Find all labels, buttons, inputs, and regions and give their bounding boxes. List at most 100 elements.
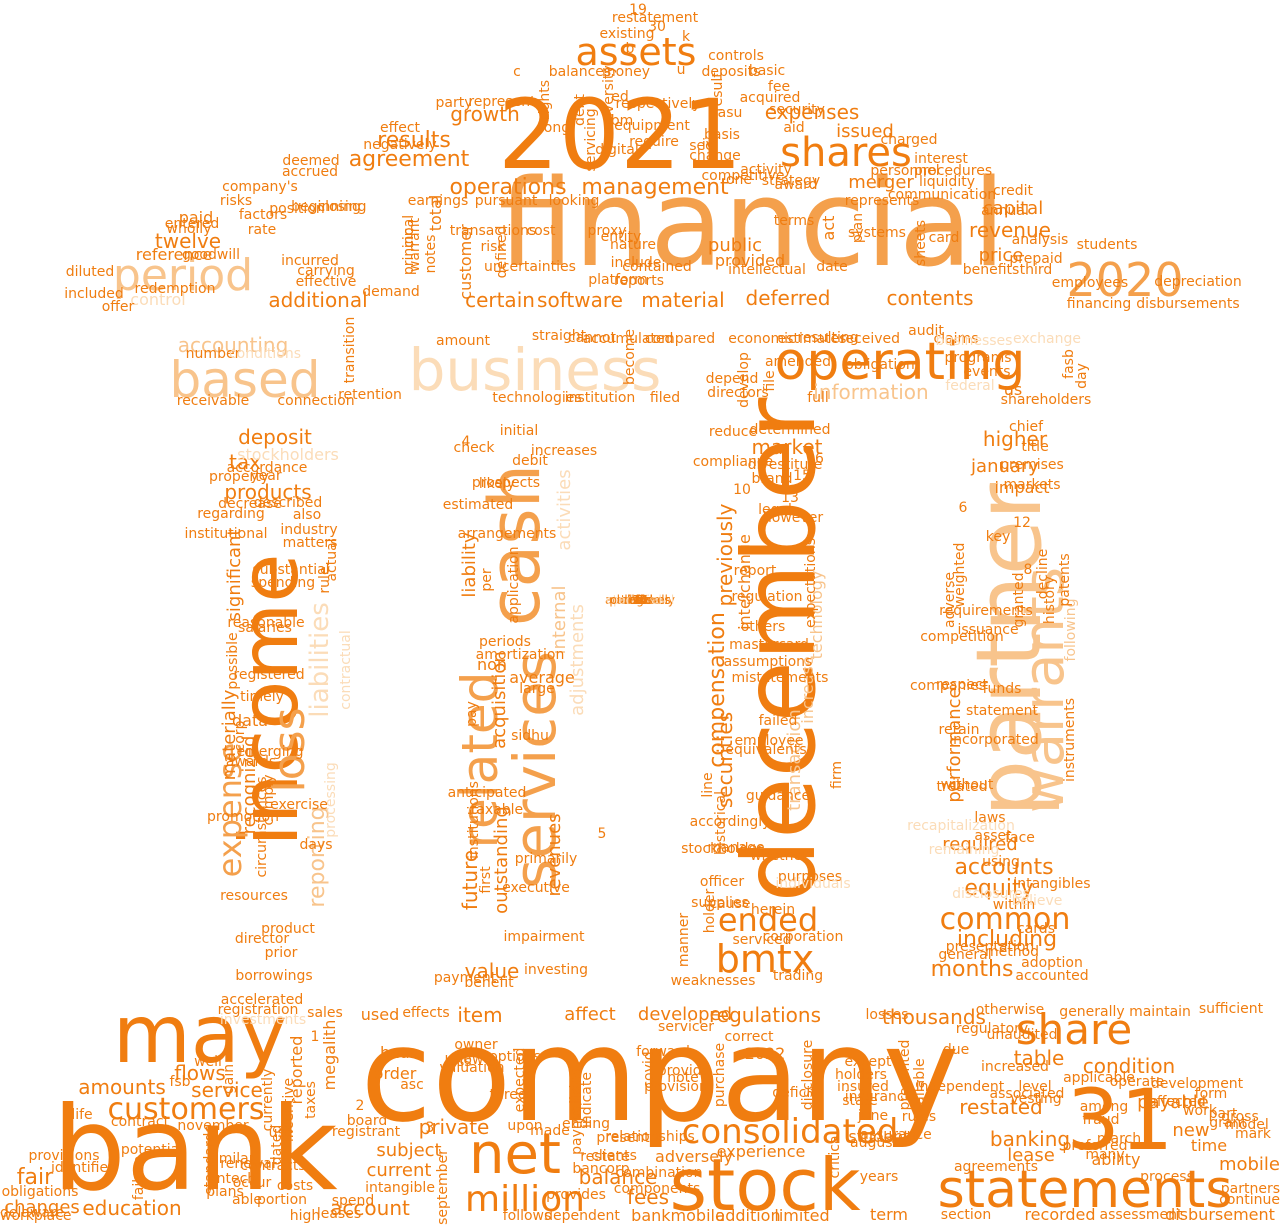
cloud-word: insured <box>837 1079 889 1095</box>
cloud-word: 28 <box>632 593 648 607</box>
cloud-word: common <box>939 902 1071 937</box>
cloud-word: affected <box>1148 1094 1206 1110</box>
cloud-word: receivable <box>176 393 250 409</box>
cloud-word: agreements <box>953 1159 1039 1175</box>
cloud-word: initial <box>499 423 539 439</box>
cloud-word: adverse <box>942 571 958 629</box>
cloud-word: critical <box>827 1131 843 1179</box>
cloud-word: new <box>1172 1120 1210 1141</box>
cloud-word: amortization <box>475 647 565 663</box>
cloud-word: firm <box>829 761 845 789</box>
cloud-word: compliance <box>692 454 774 470</box>
cloud-word: lease <box>1007 1145 1055 1166</box>
cloud-word: currently <box>260 1068 276 1132</box>
cloud-word: deficit <box>772 1085 816 1101</box>
cloud-word: unable <box>619 593 661 607</box>
cloud-word: balance <box>578 1165 658 1189</box>
cloud-word: events <box>963 364 1011 380</box>
cloud-word: net <box>469 1122 561 1187</box>
cloud-word: follows <box>502 1208 552 1224</box>
cloud-word: mobile <box>1218 1154 1280 1175</box>
cloud-word: taxes <box>303 1081 319 1119</box>
cloud-word: gross <box>1221 1109 1259 1125</box>
cloud-word: trends <box>620 593 660 607</box>
cloud-word: likely <box>478 476 516 492</box>
cloud-word: education <box>82 1196 182 1220</box>
cloud-word: forward <box>636 1044 690 1060</box>
cloud-word: line <box>700 772 716 798</box>
cloud-word: looking <box>548 193 600 209</box>
cloud-word: chief <box>1008 419 1044 435</box>
cloud-word: life <box>71 1107 93 1123</box>
cloud-word: bank <box>52 1082 338 1217</box>
cloud-word: delaware <box>0 1205 65 1221</box>
cloud-word: develop <box>736 352 752 408</box>
cloud-word: employees <box>1051 275 1129 291</box>
cloud-word: present <box>596 1130 650 1146</box>
cloud-word: ability <box>1091 1150 1141 1169</box>
cloud-word: beginning <box>291 199 361 215</box>
cloud-word: exchange <box>1013 331 1081 347</box>
cloud-word: believe <box>1011 893 1063 909</box>
cloud-word: interest <box>914 151 968 167</box>
cloud-word: benefit <box>464 975 514 991</box>
cloud-word: bancorp <box>572 1161 630 1177</box>
cloud-word: bankmobile <box>631 1206 725 1225</box>
cloud-word: student <box>848 1127 910 1146</box>
cloud-word: grant <box>1209 1115 1247 1131</box>
cloud-word: activity <box>740 162 792 178</box>
cloud-word: financial <box>498 155 1006 294</box>
cloud-word: b <box>625 41 635 57</box>
cloud-word: fraud <box>1082 1112 1120 1128</box>
cloud-word: basis <box>704 127 740 143</box>
cloud-word: september <box>435 1149 451 1225</box>
cloud-word: card <box>928 230 960 246</box>
cloud-word: emerging <box>236 744 304 760</box>
cloud-word: required <box>942 834 1018 855</box>
cloud-word: significant <box>224 528 245 622</box>
cloud-word: pursuant <box>474 193 538 209</box>
cloud-word: transition <box>342 316 358 384</box>
cloud-word: use <box>268 1125 294 1141</box>
cloud-word: remaining <box>928 842 1000 858</box>
cloud-word: prior <box>264 945 298 961</box>
cloud-word: require <box>629 134 679 150</box>
cloud-word: accordance <box>226 460 308 476</box>
cloud-word: able <box>232 1192 262 1208</box>
cloud-word: credit <box>992 183 1034 199</box>
cloud-word: received <box>839 331 901 347</box>
cloud-word: generally <box>1059 1004 1125 1020</box>
cloud-word: primarily <box>514 851 578 867</box>
cloud-word: full <box>807 390 829 406</box>
cloud-word: bm <box>610 113 634 129</box>
cloud-word: service <box>191 1078 263 1102</box>
cloud-word: exercise <box>270 797 328 813</box>
cloud-word: affect <box>564 1004 616 1025</box>
cloud-word: proxy <box>587 223 627 239</box>
cloud-word: sec <box>689 138 713 154</box>
cloud-word: 0 <box>636 593 644 607</box>
cloud-word: actual <box>324 538 340 582</box>
cloud-word: flows <box>174 1061 226 1085</box>
cloud-word: report <box>733 563 777 579</box>
cloud-word: management <box>581 175 729 200</box>
cloud-word: 20 <box>632 593 648 607</box>
cloud-word: fintech <box>207 1171 257 1187</box>
cloud-word: reports <box>613 273 665 289</box>
cloud-word: redemption <box>134 281 216 297</box>
cloud-word: connection <box>277 393 355 409</box>
cloud-word: 5 <box>597 826 607 842</box>
cloud-word: consolidated <box>681 1112 899 1152</box>
cloud-word: accrual <box>618 593 662 607</box>
cloud-word: obligations <box>1 1184 79 1200</box>
cloud-word: item <box>457 1003 503 1027</box>
cloud-word: otherwise <box>975 1002 1045 1018</box>
cloud-word: decrease <box>218 496 282 512</box>
cloud-word: private <box>418 1115 490 1139</box>
cloud-word: restate <box>580 1149 630 1165</box>
cloud-word: effective <box>295 274 357 290</box>
cloud-word: 31 <box>1066 1071 1174 1169</box>
cloud-word: agreement <box>348 147 470 172</box>
cloud-word: factors <box>238 207 288 223</box>
